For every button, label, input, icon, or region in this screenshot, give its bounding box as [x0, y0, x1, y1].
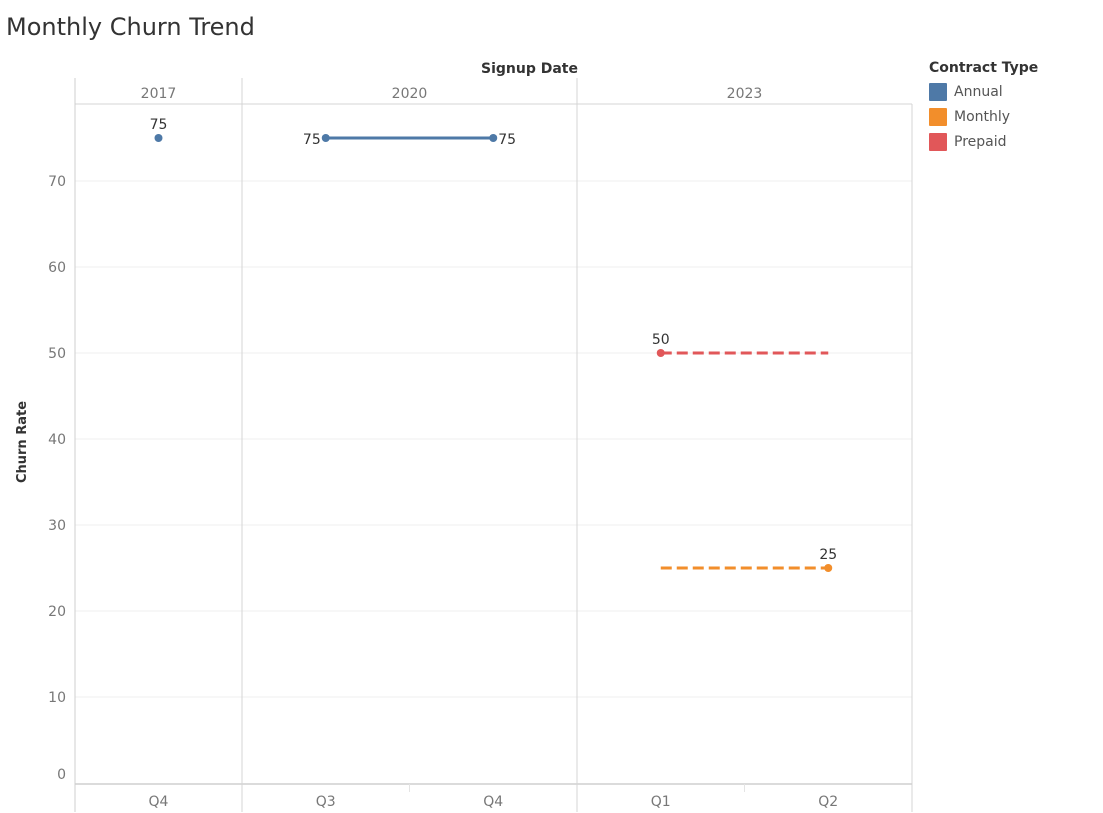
x-tick-2023-Q2: Q2: [818, 794, 838, 810]
chart-title: Monthly Churn Trend: [6, 13, 255, 41]
x-tick-2020-Q4: Q4: [483, 794, 503, 810]
x-tick-2017-Q4: Q4: [149, 794, 169, 810]
legend-swatch-annual: [929, 82, 947, 101]
data-point-annual-2020-Q4: [489, 134, 498, 142]
legend-label-annual: Annual: [954, 83, 1003, 100]
legend-title: Contract Type: [929, 60, 1039, 76]
y-tick-40: 40: [48, 432, 66, 448]
data-label-annual-2020-Q3: 75: [303, 132, 321, 148]
year-header-2017: 2017: [141, 86, 177, 102]
legend-label-monthly: Monthly: [954, 108, 1011, 125]
y-axis-label: Churn Rate: [15, 401, 30, 483]
legend-label-prepaid: Prepaid: [954, 133, 1007, 150]
y-tick-30: 30: [48, 518, 66, 534]
data-label-annual-2017-Q4: 75: [150, 117, 168, 133]
x-tick-2023-Q1: Q1: [651, 794, 671, 810]
data-point-annual-2017-Q4: [154, 134, 163, 142]
data-point-annual-2020-Q3: [321, 134, 330, 142]
data-label-annual-2020-Q4: 75: [498, 132, 516, 148]
y-tick-70: 70: [48, 174, 66, 190]
y-tick-20: 20: [48, 604, 66, 620]
legend-swatch-monthly: [929, 107, 947, 126]
y-tick-10: 10: [48, 690, 66, 706]
legend-item-monthly[interactable]: Monthly: [929, 104, 1038, 129]
legend-item-annual[interactable]: Annual: [929, 79, 1038, 104]
y-tick-50: 50: [48, 346, 66, 362]
x-tick-2020-Q3: Q3: [316, 794, 336, 810]
data-point-monthly-2023-Q2: [824, 564, 833, 572]
data-label-monthly-2023-Q2: 25: [819, 547, 837, 563]
y-tick-0: 0: [57, 767, 66, 783]
column-header: Signup Date: [481, 61, 578, 77]
year-header-2023: 2023: [727, 86, 763, 102]
legend: Contract Type Annual Monthly Prepaid: [929, 60, 1038, 154]
y-tick-60: 60: [48, 260, 66, 276]
year-header-2020: 2020: [392, 86, 428, 102]
data-point-prepaid-2023-Q1: [656, 349, 665, 357]
data-label-prepaid-2023-Q1: 50: [652, 332, 670, 348]
legend-item-prepaid[interactable]: Prepaid: [929, 129, 1038, 154]
legend-swatch-prepaid: [929, 132, 947, 151]
